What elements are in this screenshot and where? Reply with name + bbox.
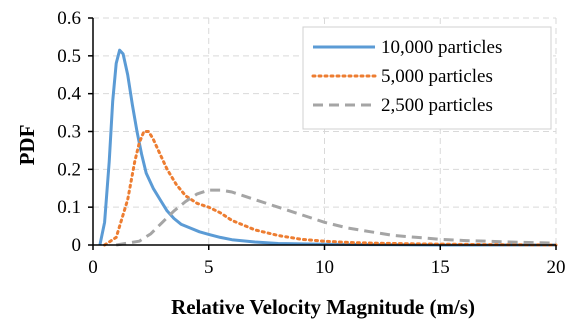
y-tick-label: 0.6 [57, 8, 81, 29]
axes [88, 17, 557, 250]
x-tick-label: 0 [88, 257, 98, 278]
x-tick-label: 15 [431, 257, 450, 278]
series-lines [98, 48, 558, 247]
series-line-2 [103, 130, 558, 247]
series-line-1 [98, 48, 556, 247]
tick-labels: 0 0.1 0.2 0.3 0.4 0.5 0.6 0 5 10 15 20 [57, 8, 565, 278]
legend-label-3: 2,500 particles [381, 95, 493, 116]
legend: 10,000 particles 5,000 particles 2,500 par… [302, 26, 552, 130]
y-tick-label: 0.4 [57, 84, 81, 105]
x-tick-label: 10 [315, 257, 334, 278]
y-tick-label: 0.1 [57, 197, 81, 218]
y-tick-label: 0 [72, 235, 82, 256]
x-tick-label: 20 [547, 257, 566, 278]
legend-label-2: 5,000 particles [381, 66, 493, 87]
y-tick-label: 0.2 [57, 159, 81, 180]
legend-label-1: 10,000 particles [381, 37, 502, 58]
legend-box [302, 26, 552, 130]
x-tick-label: 5 [204, 257, 214, 278]
x-axis-title: Relative Velocity Magnitude (m/s) [171, 295, 475, 319]
y-axis-title: PDF [15, 125, 39, 166]
y-tick-label: 0.5 [57, 46, 81, 67]
y-tick-label: 0.3 [57, 122, 81, 143]
series-line-3 [115, 188, 557, 247]
